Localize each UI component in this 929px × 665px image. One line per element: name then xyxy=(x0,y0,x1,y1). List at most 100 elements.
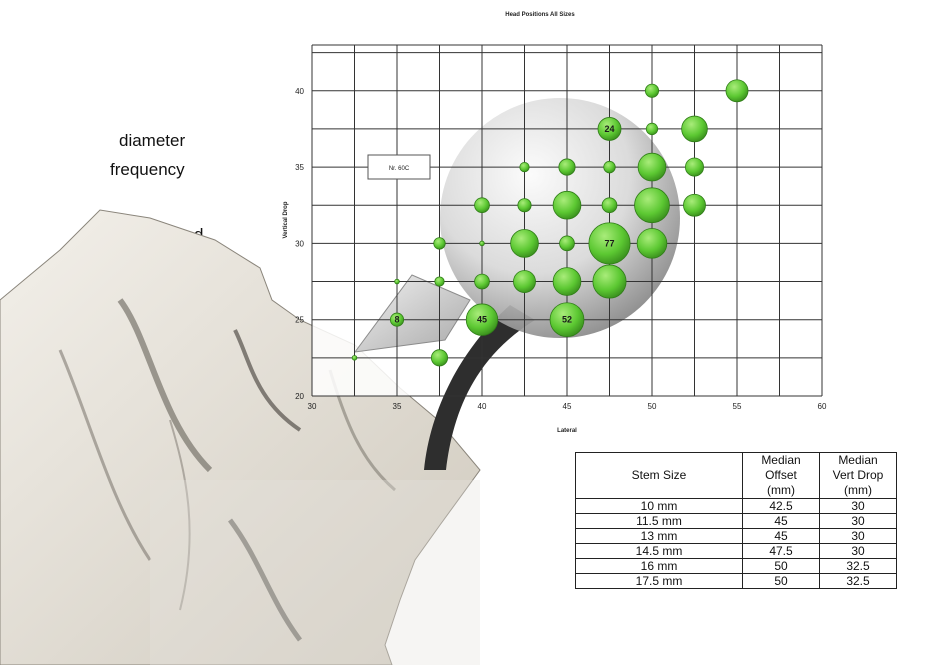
bone-shading-3 xyxy=(58,349,152,561)
x-tick-label: 35 xyxy=(393,402,402,411)
cell-median-offset: 45 xyxy=(742,513,820,529)
cell-median-offset: 42.5 xyxy=(742,498,820,514)
y-tick-label: 40 xyxy=(295,87,304,96)
bubble-point xyxy=(474,197,490,214)
caption-line-frequency: frequency xyxy=(110,160,185,179)
header-drop-line-3: (mm) xyxy=(844,483,872,497)
cell-median-offset: 50 xyxy=(742,558,820,574)
header-median-offset: Median Offset (mm) xyxy=(742,452,820,499)
x-tick-label: 30 xyxy=(308,402,317,411)
bubble-point xyxy=(434,276,445,287)
table-row: 13 mm 45 30 xyxy=(575,528,897,544)
table-body: 10 mm 42.5 30 11.5 mm 45 30 13 mm 45 30 14.5 mm 47… xyxy=(575,498,897,589)
bubble-count-label: 77 xyxy=(604,238,614,248)
x-axis-label: Lateral xyxy=(557,428,577,434)
header-offset-line-2: Offset xyxy=(765,468,797,482)
bubble-count-label: 24 xyxy=(604,124,614,134)
bubble-point xyxy=(394,278,400,285)
cell-stem-size: 14.5 mm xyxy=(575,543,743,559)
cell-median-vert-drop: 30 xyxy=(819,543,897,559)
x-tick-label: 40 xyxy=(478,402,487,411)
bubble-point xyxy=(433,237,446,250)
bubble-count-label: 52 xyxy=(562,315,572,325)
cell-stem-size: 13 mm xyxy=(575,528,743,544)
table-header-row: Stem Size Median Offset (mm) Median Vert… xyxy=(575,452,897,499)
bubble-count-label: 8 xyxy=(394,315,399,325)
cell-median-offset: 45 xyxy=(742,528,820,544)
bubble-point xyxy=(430,349,449,367)
bone-translucent-overlay xyxy=(150,480,480,665)
header-offset-line-1: Median xyxy=(761,453,801,467)
caption-line-diameter: diameter xyxy=(119,131,186,150)
cell-stem-size: 17.5 mm xyxy=(575,573,743,589)
header-drop-line-1: Median xyxy=(838,453,878,467)
table-row: 11.5 mm 45 30 xyxy=(575,513,897,529)
x-tick-label: 45 xyxy=(563,402,572,411)
header-drop-line-2: Vert Drop xyxy=(832,468,884,482)
bubble-point xyxy=(513,270,536,293)
bubble-point xyxy=(558,158,576,176)
implant-stem xyxy=(424,305,535,470)
bone-shading-6 xyxy=(169,419,191,611)
header-median-vert-drop: Median Vert Drop (mm) xyxy=(819,452,897,499)
bubble-point xyxy=(517,198,532,213)
header-stem-size: Stem Size xyxy=(575,452,743,499)
bone-shading-4 xyxy=(227,518,303,642)
chart-title: Head Positions All Sizes xyxy=(505,12,575,18)
bubble-point xyxy=(683,193,706,217)
cell-median-vert-drop: 30 xyxy=(819,498,897,514)
bubble-point xyxy=(644,83,660,98)
cell-median-vert-drop: 32.5 xyxy=(819,558,897,574)
y-axis-label: Vertical Drop xyxy=(283,201,289,238)
bubble-point xyxy=(552,267,582,296)
y-tick-label: 20 xyxy=(295,392,304,401)
header-offset-line-3: (mm) xyxy=(767,483,795,497)
y-tick-label: 25 xyxy=(295,316,304,325)
bubble-point xyxy=(519,161,530,173)
bubble-point xyxy=(597,117,622,141)
chart-axes: 30 35 40 45 50 55 60 20 25 30 35 40 xyxy=(295,87,827,411)
bubble-point xyxy=(465,303,499,336)
bubble-point xyxy=(479,240,485,247)
median-offset-table: Stem Size Median Offset (mm) Median Vert… xyxy=(575,452,897,589)
cell-stem-size: 16 mm xyxy=(575,558,743,574)
bubble-point xyxy=(559,235,575,252)
bubble-point xyxy=(725,79,749,103)
legend-box-frame xyxy=(367,154,431,180)
bubble-point xyxy=(592,264,627,299)
bubble-count-label: 45 xyxy=(477,315,487,325)
bubble-point xyxy=(601,197,618,214)
x-tick-label: 55 xyxy=(733,402,742,411)
bubble-point xyxy=(510,229,539,258)
cell-median-offset: 50 xyxy=(742,573,820,589)
bubble-point xyxy=(637,152,667,182)
bubble-point xyxy=(552,190,582,220)
bubble-point xyxy=(351,355,358,361)
bubble-point xyxy=(645,122,659,136)
bubble-point xyxy=(588,222,631,265)
cell-stem-size: 10 mm xyxy=(575,498,743,514)
table-row: 16 mm 50 32.5 xyxy=(575,558,897,574)
cell-median-vert-drop: 30 xyxy=(819,528,897,544)
legend-box-text: Nr. 60C xyxy=(389,166,410,172)
header-stem-size-label: Stem Size xyxy=(631,468,687,482)
bubble-point xyxy=(634,187,670,224)
bubble-series: 8 45 52 77 24 xyxy=(351,79,749,367)
x-tick-label: 50 xyxy=(648,402,657,411)
cell-median-vert-drop: 30 xyxy=(819,513,897,529)
bubble-point xyxy=(389,312,405,327)
bubble-point xyxy=(603,160,616,174)
table-row: 14.5 mm 47.5 30 xyxy=(575,543,897,559)
bone-shading-1 xyxy=(117,298,213,473)
y-tick-label: 30 xyxy=(295,239,304,248)
bubble-point xyxy=(474,273,490,290)
bubble-point xyxy=(549,302,585,338)
cell-stem-size: 11.5 mm xyxy=(575,513,743,529)
cell-median-offset: 47.5 xyxy=(742,543,820,559)
bubble-point xyxy=(684,157,705,177)
bubble-point xyxy=(636,228,668,259)
x-tick-label: 60 xyxy=(818,402,827,411)
bubble-point xyxy=(681,115,708,143)
legend-box: Nr. 60C xyxy=(367,154,431,180)
